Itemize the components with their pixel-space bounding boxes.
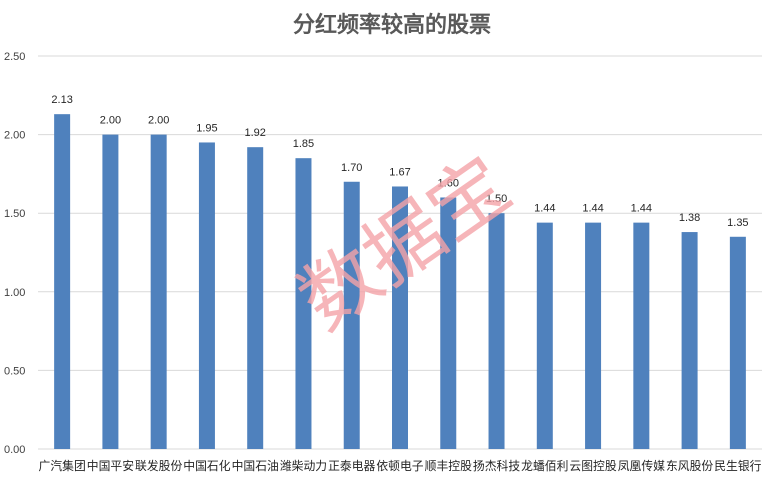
bar (247, 147, 264, 449)
data-label: 2.00 (100, 115, 121, 127)
category-label: 中国石油 (232, 458, 279, 473)
category-label: 广汽集团 (39, 458, 86, 473)
y-tick-label: 2.50 (4, 51, 25, 63)
category-label: 正泰电器 (328, 459, 375, 473)
data-labels: 2.13 2.00 2.00 1.95 1.92 1.85 1.70 1.67 1.60 1.50… (51, 94, 748, 229)
bar (102, 134, 119, 449)
category-label: 中国石化 (183, 458, 230, 473)
category-label: 龙蟠佰利 (521, 459, 568, 473)
data-label: 1.35 (727, 217, 748, 229)
bar (295, 158, 312, 449)
bars (54, 114, 746, 449)
x-axis: 广汽集团 中国平安 联发股份 中国石化 中国石油 潍柴动力 正泰电器 依顿电子 顺丰控股 扬杰科技… (39, 458, 762, 473)
bar (54, 114, 71, 449)
data-label: 1.67 (389, 166, 410, 178)
data-label: 1.44 (534, 203, 555, 215)
category-label: 联发股份 (135, 458, 182, 473)
data-label: 1.44 (582, 203, 603, 215)
data-label: 1.50 (486, 193, 507, 205)
category-label: 依顿电子 (376, 458, 423, 473)
category-label: 云图控股 (569, 459, 616, 473)
data-label: 1.92 (244, 127, 265, 139)
y-tick-label: 1.50 (4, 208, 25, 220)
y-tick-label: 0.00 (4, 444, 25, 456)
bar (585, 222, 602, 449)
bar (343, 181, 360, 449)
category-label: 民生银行 (714, 459, 761, 473)
bar (150, 134, 167, 449)
data-label: 1.38 (679, 212, 700, 224)
data-label: 1.44 (631, 203, 652, 215)
category-label: 潍柴动力 (280, 459, 327, 473)
bar (633, 222, 650, 449)
data-label: 1.60 (438, 177, 459, 189)
y-axis: 0.00 0.50 1.00 1.50 2.00 2.50 (4, 51, 25, 456)
bar (536, 222, 553, 449)
bar (681, 232, 698, 449)
y-tick-label: 2.00 (4, 130, 25, 142)
category-label: 东风股份 (666, 459, 713, 473)
y-tick-label: 0.50 (4, 365, 25, 377)
category-label: 凤凰传媒 (618, 458, 665, 473)
chart-title: 分红频率较高的股票 (293, 12, 491, 38)
bar (440, 197, 457, 449)
data-label: 1.70 (341, 162, 362, 174)
data-label: 2.00 (148, 115, 169, 127)
bar (729, 236, 746, 449)
data-label: 1.85 (293, 138, 314, 150)
y-tick-label: 1.00 (4, 287, 25, 299)
category-label: 顺丰控股 (425, 459, 472, 473)
data-label: 2.13 (51, 94, 72, 106)
category-label: 中国平安 (87, 458, 134, 473)
bar (198, 142, 215, 449)
category-label: 扬杰科技 (473, 458, 520, 473)
bar (392, 186, 408, 449)
data-label: 1.95 (196, 122, 217, 134)
bar (488, 213, 505, 449)
